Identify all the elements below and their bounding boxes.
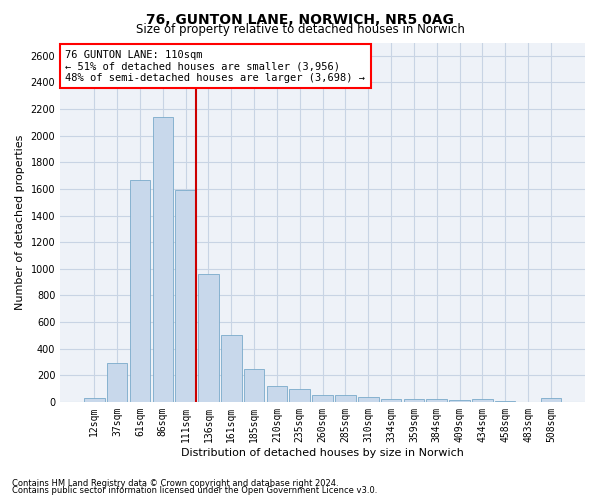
Bar — [198, 274, 219, 402]
Text: 76 GUNTON LANE: 110sqm
← 51% of detached houses are smaller (3,956)
48% of semi-: 76 GUNTON LANE: 110sqm ← 51% of detached… — [65, 50, 365, 83]
Y-axis label: Number of detached properties: Number of detached properties — [15, 134, 25, 310]
Bar — [221, 334, 242, 402]
Bar — [244, 368, 265, 402]
Bar — [541, 398, 561, 402]
Bar — [289, 388, 310, 402]
Text: 76, GUNTON LANE, NORWICH, NR5 0AG: 76, GUNTON LANE, NORWICH, NR5 0AG — [146, 12, 454, 26]
Text: Contains HM Land Registry data © Crown copyright and database right 2024.: Contains HM Land Registry data © Crown c… — [12, 478, 338, 488]
Bar — [472, 399, 493, 402]
Bar — [404, 398, 424, 402]
Bar — [335, 395, 356, 402]
Text: Size of property relative to detached houses in Norwich: Size of property relative to detached ho… — [136, 22, 464, 36]
Bar — [427, 399, 447, 402]
Bar — [130, 180, 150, 402]
Bar — [449, 400, 470, 402]
X-axis label: Distribution of detached houses by size in Norwich: Distribution of detached houses by size … — [181, 448, 464, 458]
Bar — [358, 397, 379, 402]
Bar — [107, 362, 127, 402]
Bar — [313, 395, 333, 402]
Bar — [495, 401, 515, 402]
Bar — [266, 386, 287, 402]
Bar — [152, 117, 173, 402]
Text: Contains public sector information licensed under the Open Government Licence v3: Contains public sector information licen… — [12, 486, 377, 495]
Bar — [381, 399, 401, 402]
Bar — [175, 190, 196, 402]
Bar — [84, 398, 104, 402]
